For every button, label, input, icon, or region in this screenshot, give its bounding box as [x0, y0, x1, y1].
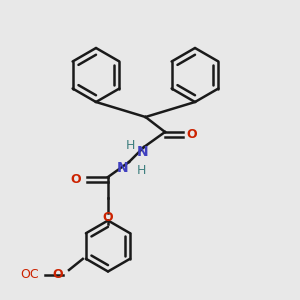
Text: H: H [126, 139, 135, 152]
Text: OC: OC [20, 268, 39, 281]
Text: O: O [52, 268, 63, 281]
Text: H: H [136, 164, 146, 178]
Text: N: N [117, 161, 129, 175]
Text: O: O [186, 128, 196, 141]
Text: N: N [137, 145, 148, 158]
Text: O: O [103, 211, 113, 224]
Text: O: O [70, 173, 81, 186]
